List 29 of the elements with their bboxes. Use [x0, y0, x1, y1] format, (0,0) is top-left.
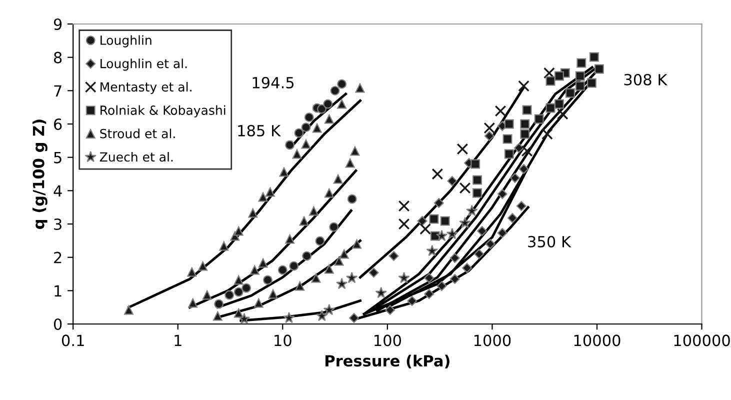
y-tick-label: 0 — [54, 318, 62, 330]
y-axis-title: q (g/100 g Z) — [32, 120, 48, 229]
x-tick-label: 10 — [274, 334, 292, 346]
y-tick-label: 1 — [54, 285, 62, 296]
y-tick-label: 8 — [54, 52, 62, 64]
legend-label: Loughlin — [100, 35, 152, 48]
x-tick-label: 100000 — [674, 334, 730, 346]
y-tick-label: 4 — [54, 185, 62, 196]
y-tick-label: 5 — [54, 152, 62, 164]
y-tick-label: 3 — [54, 218, 62, 230]
legend-label: Mentasty et al. — [100, 82, 192, 94]
legend-label: Stroud et al. — [100, 128, 175, 138]
x-tick-label: 1 — [174, 334, 182, 346]
x-axis-title: Pressure (kPa) — [326, 354, 450, 368]
y-tick-label: 2 — [54, 252, 62, 264]
legend-label: Zuech et al. — [100, 152, 173, 162]
y-tick-label: 6 — [54, 118, 62, 130]
y-tick-label: 9 — [54, 18, 62, 30]
x-tick-label: 100 — [374, 334, 401, 346]
annotation: 185 K — [238, 124, 281, 136]
y-tick-label: 7 — [54, 85, 62, 96]
annotation: 194.5 — [252, 76, 294, 88]
legend-label: Loughlin et al. — [100, 58, 187, 71]
annotation: 350 K — [528, 236, 572, 248]
x-tick-label: 10000 — [574, 334, 620, 346]
x-tick-label: 1000 — [474, 334, 511, 346]
annotation: 308 K — [624, 74, 668, 86]
legend-label: Rolniak & Kobayashi — [100, 105, 226, 118]
x-tick-label: 0.1 — [62, 334, 84, 346]
